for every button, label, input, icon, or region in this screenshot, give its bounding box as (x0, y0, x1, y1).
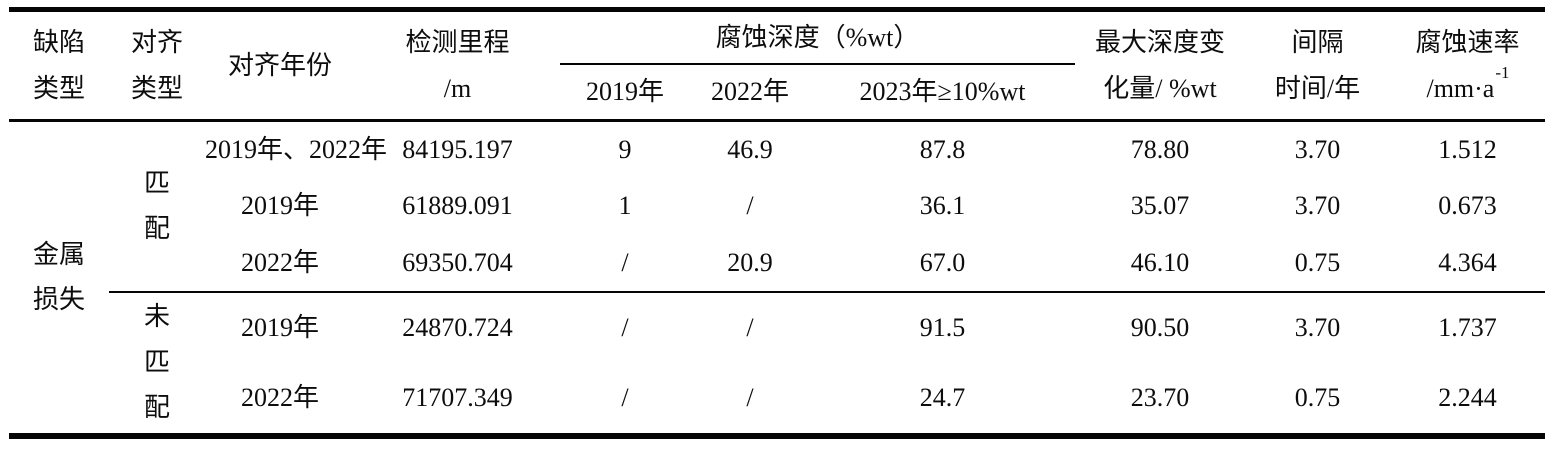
cell-interval: 3.70 (1245, 119, 1390, 178)
cell-depth-2023: 24.7 (919, 383, 966, 413)
header-corrosion-depth-group: 腐蚀深度（%wt） (560, 9, 1075, 65)
header-mileage: 检测里程 /m (405, 28, 510, 103)
cell-mileage: 84195.197 (355, 119, 560, 178)
cell-interval: 0.75 (1294, 383, 1341, 413)
cell-rate: 1.737 (1390, 290, 1545, 364)
table-row: 2019年 61889.091 1 / 36.1 35.07 3.70 0.67… (9, 178, 1545, 235)
matched-label: 匹 配 (109, 119, 205, 292)
cell-depth-2022: 20.9 (727, 247, 773, 277)
cell-depth-2022: / (690, 290, 810, 364)
cell-rate: 4.364 (1438, 247, 1497, 277)
header-max-depth-change: 最大深度变 化量/ %wt (1094, 28, 1225, 103)
header-interval-time: 间隔 时间/年 (1274, 28, 1361, 103)
cell-max-change: 90.50 (1075, 290, 1245, 364)
cell-max-change: 46.10 (1130, 247, 1190, 277)
cell-max-change: 78.80 (1075, 119, 1245, 178)
cell-depth-2022: 46.9 (690, 119, 810, 178)
corrosion-rate-title: 腐蚀速率 (1415, 28, 1520, 57)
cell-rate: 1.512 (1390, 119, 1545, 178)
cell-rate: 0.673 (1438, 191, 1497, 221)
cell-year: 2022年 (240, 383, 319, 413)
cell-depth-2019: / (560, 290, 690, 364)
cell-depth-2019: / (621, 383, 629, 413)
cell-mileage: 24870.724 (355, 290, 560, 364)
cell-interval: 0.75 (1294, 247, 1341, 277)
cell-mileage: 69350.704 (402, 247, 513, 277)
cell-depth-2019: 9 (560, 119, 690, 178)
table-row: 2022年 71707.349 / / 24.7 23.70 0.75 2.24… (9, 364, 1545, 436)
cell-year: 2019年、2022年 (205, 119, 387, 178)
corrosion-rate-unit: /mm·a-1 (1390, 62, 1545, 112)
subheader-2019: 2019年 (585, 77, 664, 106)
cell-year: 2019年 (205, 290, 355, 364)
header-corrosion-rate: 腐蚀速率 /mm·a-1 (1390, 10, 1545, 121)
cell-interval: 3.70 (1294, 191, 1341, 221)
cell-rate: 2.244 (1438, 383, 1497, 413)
cell-year: 2019年 (240, 191, 319, 221)
header-defect-type: 缺陷 类型 (32, 28, 85, 103)
cell-depth-2022: / (746, 191, 754, 221)
cell-depth-2023: 36.1 (919, 191, 966, 221)
cell-max-change: 35.07 (1130, 191, 1190, 221)
cell-depth-2023: 91.5 (810, 290, 1075, 364)
corrosion-data-table: 缺陷 类型 对齐 类型 对齐年份 检测里程 /m 腐蚀深度（%wt） 最大深度变… (9, 7, 1545, 439)
defect-type-label: 金属 损失 (9, 119, 109, 436)
cell-depth-2019: / (621, 247, 629, 277)
header-alignment-type: 对齐 类型 (130, 28, 183, 103)
table-row: 未 匹 配 2019年 24870.724 / / 91.5 90.50 3.7… (9, 290, 1545, 436)
cell-depth-2023: 67.0 (919, 247, 966, 277)
cell-mileage: 61889.091 (402, 191, 513, 221)
cell-mileage: 71707.349 (402, 383, 513, 413)
corrosion-rate-unit-base: /mm·a (1426, 73, 1495, 103)
subheader-2022: 2022年 (710, 77, 789, 106)
cell-year: 2022年 (240, 247, 319, 277)
header-alignment-year: 对齐年份 (227, 50, 332, 80)
corrosion-rate-unit-exponent: -1 (1495, 62, 1510, 82)
cell-depth-2022: / (746, 383, 754, 413)
table-row: 金属 损失 匹 配 2019年、2022年 84195.197 9 46.9 8… (9, 119, 1545, 436)
subheader-2023: 2023年≥10%wt (859, 77, 1026, 106)
cell-depth-2019: 1 (618, 191, 632, 221)
unmatched-label: 未 匹 配 (109, 290, 205, 436)
cell-max-change: 23.70 (1130, 383, 1190, 413)
cell-depth-2023: 87.8 (810, 119, 1075, 178)
cell-interval: 3.70 (1245, 290, 1390, 364)
table-row: 2022年 69350.704 / 20.9 67.0 46.10 0.75 4… (9, 235, 1545, 292)
